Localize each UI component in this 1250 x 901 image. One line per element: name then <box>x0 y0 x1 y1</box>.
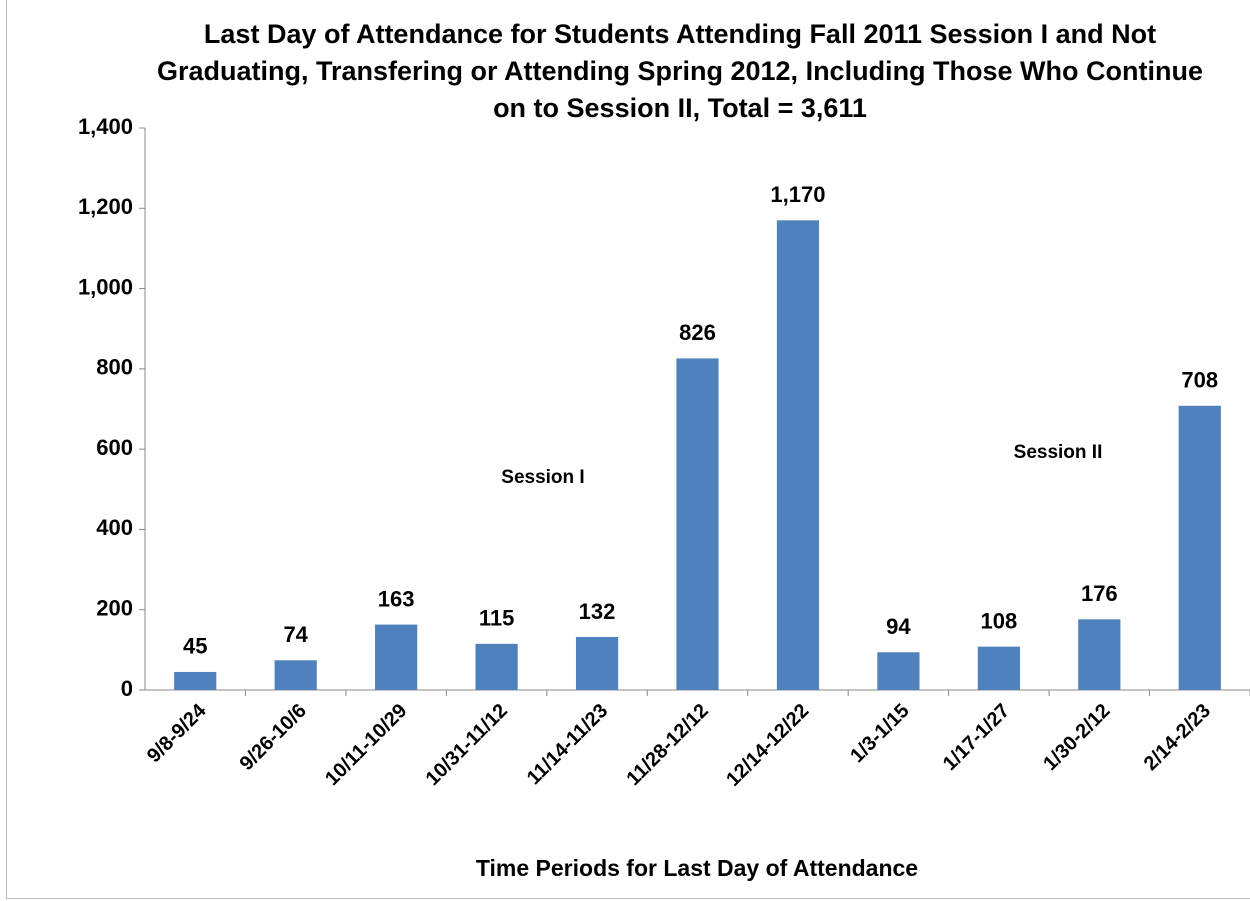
x-tick-label: 1/3-1/15 <box>846 700 913 767</box>
y-tick-label: 200 <box>96 596 133 621</box>
bar <box>274 660 317 690</box>
x-tick-label: 11/14-11/23 <box>523 700 612 789</box>
x-tick-label: 1/17-1/27 <box>939 700 1014 775</box>
y-tick-label: 600 <box>96 435 133 460</box>
data-label: 132 <box>579 599 616 624</box>
bar <box>1178 405 1221 690</box>
bar <box>475 643 518 690</box>
data-label: 108 <box>981 608 1018 633</box>
chart-title: Last Day of Attendance for Students Atte… <box>156 19 1204 123</box>
x-tick-label: 9/26-10/6 <box>236 700 311 775</box>
y-tick-label: 1,000 <box>78 274 133 299</box>
bar <box>877 652 920 690</box>
annotation: Session I <box>501 467 584 488</box>
y-tick-label: 1,200 <box>78 194 133 219</box>
data-label: 826 <box>679 320 716 345</box>
data-label: 74 <box>283 622 308 647</box>
x-tick-label: 9/8-9/24 <box>143 699 211 767</box>
chart-border <box>6 0 1250 899</box>
x-axis-title: Time Periods for Last Day of Attendance <box>476 855 918 881</box>
y-tick-label: 1,400 <box>78 114 133 139</box>
data-label: 115 <box>479 606 515 631</box>
bar <box>676 358 719 690</box>
x-tick-label: 12/14-12/22 <box>722 700 813 791</box>
bar <box>575 637 619 690</box>
bar <box>375 624 418 690</box>
bar <box>1078 619 1121 690</box>
y-tick-label: 0 <box>121 676 133 701</box>
x-tick-label: 2/14-2/23 <box>1140 700 1215 775</box>
annotation: Session II <box>1014 442 1103 463</box>
data-label: 163 <box>378 586 415 611</box>
data-label: 94 <box>886 614 911 639</box>
x-tick-label: 10/11-10/29 <box>321 700 411 790</box>
data-label: 176 <box>1081 581 1118 606</box>
bar <box>977 646 1020 690</box>
bar <box>174 671 217 690</box>
x-tick-label: 10/31-11/12 <box>422 700 512 790</box>
bar <box>776 220 820 691</box>
x-tick-label: 11/28-12/12 <box>623 700 713 790</box>
y-tick-label: 400 <box>96 515 133 540</box>
data-label: 708 <box>1181 368 1218 393</box>
data-label: 1,170 <box>770 182 825 207</box>
x-tick-label: 1/30-2/12 <box>1039 700 1114 775</box>
data-label: 45 <box>183 634 207 659</box>
y-tick-label: 800 <box>96 355 133 380</box>
